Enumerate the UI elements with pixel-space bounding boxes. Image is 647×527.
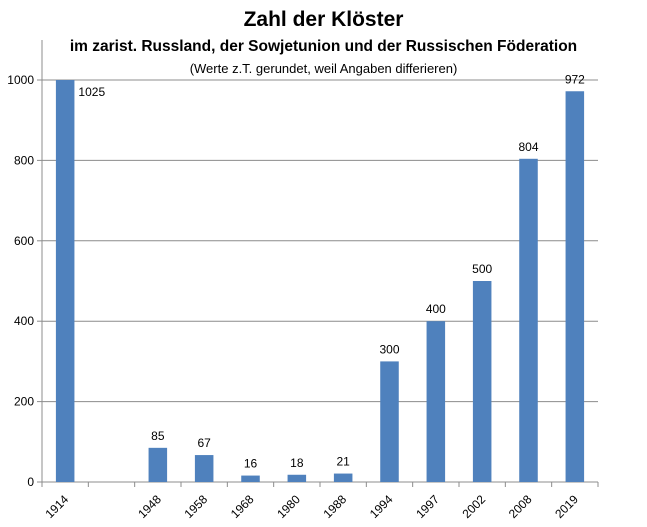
- y-tick-label: 1000: [7, 73, 34, 87]
- bar-1994: [380, 361, 399, 482]
- bar-2002: [472, 281, 492, 482]
- bar-1988: [333, 473, 353, 482]
- data-label-1968: 16: [244, 457, 258, 471]
- data-label-1988: 21: [336, 455, 350, 469]
- data-label-1948: 85: [151, 429, 165, 443]
- data-label-1994: 300: [379, 342, 399, 356]
- bar-2008: [519, 158, 538, 483]
- chart-title: Zahl der Klöster: [243, 8, 404, 31]
- x-tick-label-1948: 1948: [135, 492, 164, 521]
- y-tick-label: 200: [14, 395, 34, 409]
- x-tick-label-1914: 1914: [43, 492, 72, 521]
- x-tick-label-2002: 2002: [460, 492, 489, 521]
- bar-1914: [55, 80, 75, 482]
- x-tick-label-2019: 2019: [552, 492, 581, 521]
- bar-1997: [426, 321, 446, 482]
- data-label-2019: 972: [565, 72, 585, 86]
- data-label-1958: 67: [197, 436, 211, 450]
- bar-1980: [287, 474, 307, 482]
- data-label-2002: 500: [472, 262, 492, 276]
- y-tick-label: 600: [14, 234, 34, 248]
- data-label-1914: 1025: [78, 85, 105, 99]
- data-label-1980: 18: [290, 456, 304, 470]
- x-tick-label-1997: 1997: [413, 492, 442, 521]
- chart-subtitle: im zarist. Russland, der Sowjetunion und…: [69, 38, 578, 55]
- x-tick-label-1968: 1968: [228, 492, 257, 521]
- x-tick-label-2008: 2008: [506, 492, 535, 521]
- bar-1948: [148, 447, 168, 482]
- data-label-1997: 400: [426, 302, 446, 316]
- x-tick-label-1980: 1980: [274, 492, 303, 521]
- bar-1958: [194, 455, 214, 482]
- bar-2019: [565, 91, 585, 483]
- y-tick-label: 400: [14, 314, 34, 328]
- y-tick-label: 800: [14, 153, 34, 167]
- x-tick-label-1994: 1994: [367, 492, 396, 521]
- x-tick-label-1958: 1958: [182, 492, 211, 521]
- bar-1968: [241, 475, 260, 482]
- x-tick-label-1988: 1988: [321, 492, 350, 521]
- y-tick-label: 0: [27, 475, 34, 489]
- chart-note: (Werte z.T. gerundet, weil Angaben diffe…: [189, 61, 458, 76]
- data-label-2008: 804: [518, 140, 538, 154]
